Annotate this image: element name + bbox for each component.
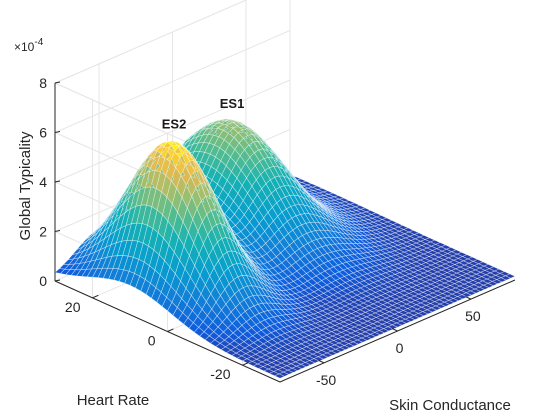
z-tick-label: 2	[39, 224, 47, 240]
x-tick-label: -50	[316, 372, 336, 388]
z-tick	[54, 230, 61, 232]
x-axis-label: Skin Conductance	[389, 397, 511, 414]
x-tick	[391, 328, 398, 332]
y-tick	[242, 362, 249, 366]
z-tick	[54, 131, 61, 133]
z-tick	[54, 279, 61, 282]
x-tick-label: 0	[396, 340, 404, 356]
x-tick	[465, 296, 472, 300]
z-exponent-label: ×10-4	[14, 37, 44, 54]
peak-label: ES1	[220, 96, 245, 111]
y-tick	[167, 328, 174, 332]
x-tick	[318, 359, 325, 364]
z-tick-labels: 0 2 4 6 8	[39, 75, 47, 289]
y-tick-label: -20	[210, 366, 230, 382]
z-tick-label: 8	[39, 75, 47, 91]
z-tick-label: 6	[39, 125, 47, 141]
peak-label: ES2	[162, 116, 187, 131]
z-axis-label: Global Typicality	[17, 131, 34, 240]
y-tick-label: 0	[148, 333, 156, 349]
y-tick-label: 20	[65, 299, 81, 315]
chart-axes	[54, 81, 516, 383]
x-tick-labels: -50 0 50	[316, 308, 481, 388]
y-axis-label: Heart Rate	[77, 392, 150, 409]
y-tick-labels: -20 0 20	[65, 299, 231, 382]
peak-labels: ES2 ES1	[162, 96, 245, 131]
z-tick	[54, 180, 61, 183]
surface-mesh	[54, 118, 516, 379]
surface-cell	[54, 268, 66, 274]
z-tick-label: 4	[39, 174, 47, 190]
y-tick	[92, 294, 99, 299]
back-edge	[54, 0, 248, 84]
z-tick-label: 0	[39, 273, 47, 289]
x-tick-label: 50	[465, 308, 481, 324]
z-tick	[54, 81, 61, 84]
